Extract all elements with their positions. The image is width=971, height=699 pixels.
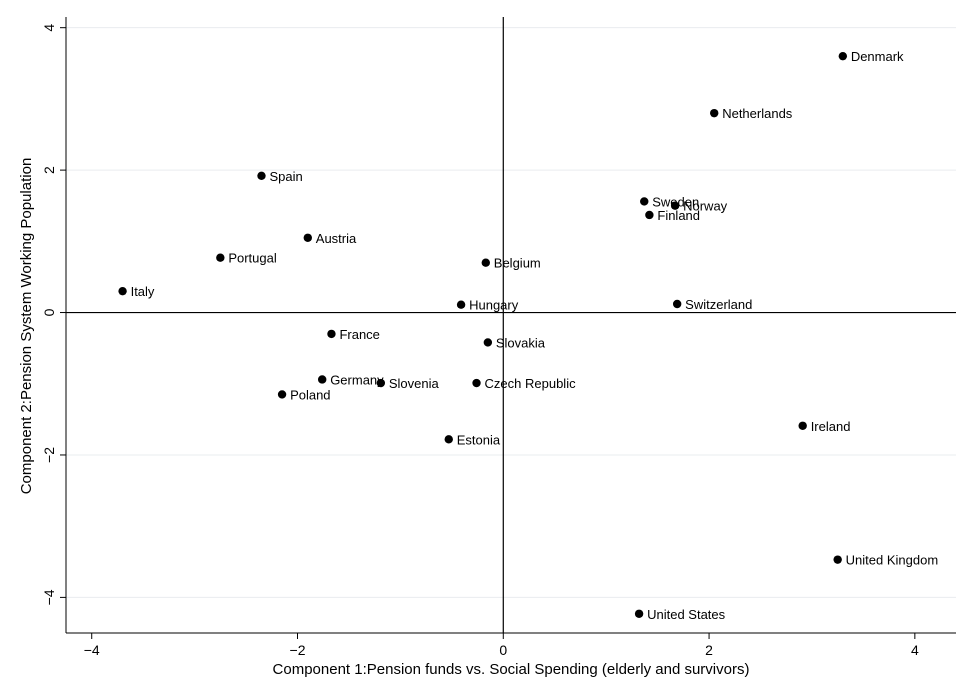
data-point: Portugal [216, 251, 277, 266]
data-point: Italy [118, 284, 155, 299]
y-axis-title: Component 2:Pension System Working Popul… [18, 158, 35, 495]
y-tick-label: 2 [41, 166, 57, 174]
point-marker [833, 555, 842, 564]
point-marker [481, 258, 490, 267]
point-label: Switzerland [685, 297, 752, 312]
point-marker [710, 108, 719, 118]
point-label: Ireland [811, 419, 851, 434]
data-point: Netherlands [710, 106, 793, 121]
point-marker [838, 51, 848, 61]
point-label: France [339, 327, 379, 342]
data-point: Hungary [456, 298, 519, 313]
point-marker [645, 210, 654, 220]
data-point: Denmark [838, 49, 904, 64]
data-point: France [327, 327, 380, 342]
point-label: Denmark [851, 49, 904, 64]
point-marker [672, 299, 682, 309]
point-label: Portugal [228, 251, 277, 266]
point-marker [376, 378, 386, 388]
data-point: Norway [670, 199, 728, 214]
point-marker [216, 253, 225, 262]
x-tick-label: 4 [911, 642, 919, 658]
point-label: Hungary [469, 298, 519, 313]
point-marker [472, 378, 481, 388]
point-label: United States [647, 607, 726, 622]
data-point: Estonia [444, 432, 501, 447]
point-label: Slovenia [389, 376, 440, 391]
point-label: Belgium [494, 256, 541, 271]
point-marker [670, 201, 680, 210]
point-label: Slovakia [496, 335, 546, 350]
y-tick-label: −4 [41, 589, 57, 605]
data-point: Spain [257, 169, 303, 184]
y-tick-label: 0 [41, 308, 57, 316]
point-label: Austria [316, 231, 357, 246]
data-point: Slovakia [483, 335, 546, 350]
x-tick-label: −2 [290, 642, 306, 658]
data-point: Czech Republic [472, 376, 576, 391]
data-point: United States [634, 607, 726, 622]
x-tick-label: −4 [84, 642, 100, 658]
point-marker [798, 421, 807, 430]
point-marker [317, 375, 327, 384]
data-point: Poland [277, 387, 331, 402]
point-marker [277, 390, 287, 399]
x-axis-title: Component 1:Pension funds vs. Social Spe… [273, 661, 750, 678]
tick-labels: −4 −2 0 2 4 −4 −2 0 2 4 [41, 24, 919, 658]
point-label: Poland [290, 387, 330, 402]
point-marker [456, 300, 466, 309]
y-tick-label: 4 [41, 24, 57, 32]
point-marker [640, 197, 649, 206]
data-point: Ireland [798, 419, 850, 434]
data-point: Switzerland [672, 297, 752, 312]
data-points: DenmarkNetherlandsSwedenNorwayFinlandSpa… [118, 49, 938, 622]
point-marker [257, 171, 266, 181]
y-tick-label: −2 [41, 447, 57, 463]
point-marker [303, 233, 312, 242]
data-point: Germany [317, 372, 384, 387]
point-marker [634, 609, 644, 618]
point-label: Netherlands [722, 106, 793, 121]
data-point: Austria [303, 231, 357, 246]
point-label: Germany [330, 372, 384, 387]
point-label: Spain [269, 169, 302, 184]
point-label: Finland [657, 208, 700, 223]
x-tick-label: 2 [705, 642, 713, 658]
point-label: Estonia [457, 432, 501, 447]
point-marker [483, 338, 493, 347]
data-point: United Kingdom [833, 553, 938, 568]
point-label: Norway [683, 199, 728, 214]
point-marker [327, 329, 336, 339]
point-label: Italy [131, 284, 155, 299]
point-label: Czech Republic [485, 376, 577, 391]
x-tick-label: 0 [499, 642, 507, 658]
data-point: Finland [645, 208, 700, 223]
data-point: Belgium [481, 256, 541, 271]
reference-lines [66, 17, 956, 633]
point-marker [118, 286, 127, 296]
point-label: United Kingdom [846, 553, 939, 568]
axes [60, 17, 956, 639]
point-marker [444, 435, 453, 444]
data-point: Slovenia [376, 376, 440, 391]
